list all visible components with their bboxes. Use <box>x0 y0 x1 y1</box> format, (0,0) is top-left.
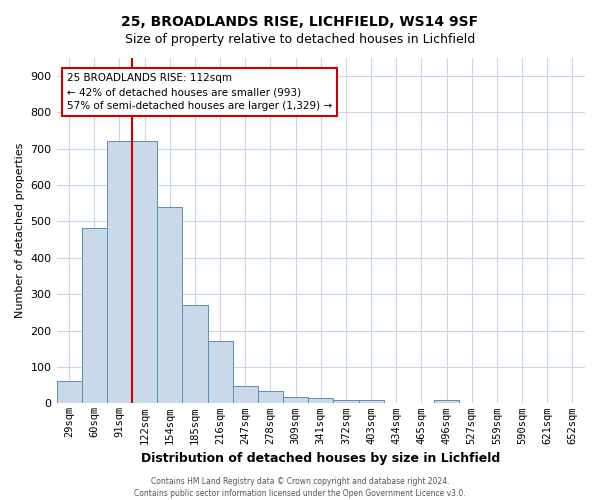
Bar <box>132 141 157 404</box>
Bar <box>82 228 107 404</box>
Bar <box>258 390 283 404</box>
Bar <box>107 141 132 404</box>
Bar <box>157 207 182 404</box>
Bar <box>359 400 383 404</box>
Text: Contains HM Land Registry data © Crown copyright and database right 2024.
Contai: Contains HM Land Registry data © Crown c… <box>134 476 466 498</box>
Bar <box>233 386 258 404</box>
Bar <box>334 400 359 404</box>
Bar <box>208 342 233 404</box>
Bar <box>56 381 82 404</box>
Text: 25 BROADLANDS RISE: 112sqm
← 42% of detached houses are smaller (993)
57% of sem: 25 BROADLANDS RISE: 112sqm ← 42% of deta… <box>67 73 332 111</box>
Bar <box>182 304 208 404</box>
Text: 25, BROADLANDS RISE, LICHFIELD, WS14 9SF: 25, BROADLANDS RISE, LICHFIELD, WS14 9SF <box>121 15 479 29</box>
Text: Size of property relative to detached houses in Lichfield: Size of property relative to detached ho… <box>125 32 475 46</box>
Y-axis label: Number of detached properties: Number of detached properties <box>15 143 25 318</box>
Bar <box>308 398 334 404</box>
X-axis label: Distribution of detached houses by size in Lichfield: Distribution of detached houses by size … <box>141 452 500 465</box>
Bar <box>434 400 459 404</box>
Bar <box>283 397 308 404</box>
